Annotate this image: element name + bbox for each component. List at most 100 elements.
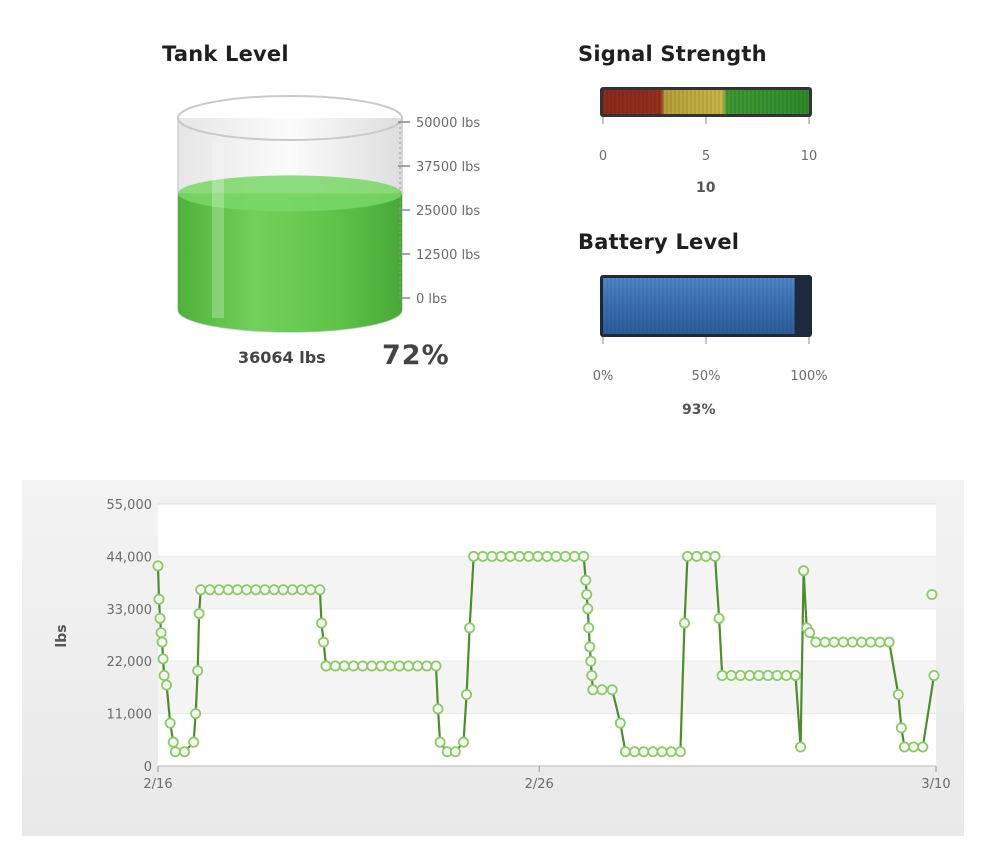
data-point: [584, 641, 596, 653]
data-point: [585, 655, 597, 667]
y-axis-label: lbs: [54, 624, 70, 647]
data-point: [432, 703, 444, 715]
grid-lines: [158, 503, 936, 767]
tank-amount: 36064 lbs: [238, 348, 326, 367]
x-axis: 2/16 2/26 3/10: [143, 766, 951, 792]
data-point: [504, 550, 516, 562]
data-point: [583, 622, 595, 634]
data-point: [744, 669, 756, 681]
data-point: [892, 689, 904, 701]
data-point: [638, 746, 650, 758]
data-point: [532, 550, 544, 562]
y-tick-label: 55,000: [107, 498, 153, 513]
data-point: [523, 550, 535, 562]
data-point: [231, 584, 243, 596]
data-point: [810, 636, 822, 648]
data-point: [314, 584, 326, 596]
data-point: [771, 669, 783, 681]
y-tick-label: 33,000: [107, 603, 153, 618]
history-chart: 0 11,000 22,000 33,000 44,000 55,000 2/16 2/26…: [54, 498, 951, 792]
data-point: [580, 574, 592, 586]
data-point: [241, 584, 253, 596]
data-point: [581, 589, 593, 601]
y-tick-label: 44,000: [107, 550, 153, 565]
data-point: [296, 584, 308, 596]
data-point: [268, 584, 280, 596]
data-point: [457, 736, 469, 748]
data-point: [762, 669, 774, 681]
data-point: [828, 636, 840, 648]
data-point: [856, 636, 868, 648]
tank-scale-label: 37500 lbs: [416, 160, 480, 175]
data-point: [713, 612, 725, 624]
data-point: [725, 669, 737, 681]
data-point: [259, 584, 271, 596]
data-point: [164, 717, 176, 729]
data-point: [898, 741, 910, 753]
x-tick-label: 3/10: [921, 777, 950, 792]
y-tick-label: 0: [144, 760, 152, 775]
y-tick-label: 11,000: [107, 708, 153, 723]
data-point: [656, 746, 668, 758]
signal-scale-label: 0: [599, 149, 607, 164]
data-point: [305, 584, 317, 596]
tank-liquid-surface: [178, 175, 402, 212]
data-point: [338, 660, 350, 672]
data-point: [883, 636, 895, 648]
data-point: [596, 684, 608, 696]
battery-bar-stripes: [602, 278, 792, 334]
data-point: [153, 593, 165, 605]
tank-liquid: [178, 193, 402, 332]
data-point: [366, 660, 378, 672]
data-point: [286, 584, 298, 596]
data-point: [846, 636, 858, 648]
data-point: [874, 636, 886, 648]
data-point: [412, 660, 424, 672]
data-point: [468, 550, 480, 562]
signal-bar-stripes: [602, 90, 808, 114]
x-tick-label: 2/16: [143, 777, 172, 792]
data-point: [449, 746, 461, 758]
tank-percent: 72%: [382, 340, 450, 371]
tank-gauge: 50000 lbs 37500 lbs 25000 lbs 12500 lbs 0 lb…: [177, 95, 480, 333]
battery-bar-fill: [603, 278, 795, 334]
data-point: [908, 741, 920, 753]
data-point: [753, 669, 765, 681]
data-point: [619, 746, 631, 758]
data-point: [188, 736, 200, 748]
data-point: [691, 550, 703, 562]
data-point: [606, 684, 618, 696]
data-point: [158, 669, 170, 681]
signal-bar-fill: [603, 90, 809, 114]
data-point: [384, 660, 396, 672]
data-point: [193, 608, 205, 620]
data-point: [587, 684, 599, 696]
data-point: [195, 584, 207, 596]
data-point: [550, 550, 562, 562]
battery-scale-label: 0%: [593, 369, 614, 382]
data-point: [895, 722, 907, 734]
tank-scale: 50000 lbs 37500 lbs 25000 lbs 12500 lbs 0 lb…: [398, 116, 480, 307]
data-point: [434, 736, 446, 748]
data-point: [514, 550, 526, 562]
data-point: [204, 584, 216, 596]
signal-strength-title: Signal Strength: [578, 42, 767, 66]
data-point: [192, 665, 204, 677]
y-axis: 0 11,000 22,000 33,000 44,000 55,000: [107, 498, 153, 775]
tank-scale-label: 12500 lbs: [416, 248, 480, 263]
y-tick-label: 22,000: [107, 655, 153, 670]
data-point: [403, 660, 415, 672]
data-point: [329, 660, 341, 672]
data-point: [156, 636, 168, 648]
data-point: [586, 669, 598, 681]
tank-highlight: [212, 143, 224, 318]
data-point: [582, 603, 594, 615]
data-point: [190, 708, 202, 720]
signal-gauge: 0 5 10: [599, 87, 817, 164]
battery-gauge: 0% 50% 100%: [593, 275, 828, 382]
data-point: [169, 746, 181, 758]
history-chart-panel: 0 11,000 22,000 33,000 44,000 55,000 2/16 2/26…: [22, 480, 964, 836]
data-point: [318, 636, 330, 648]
data-point: [421, 660, 433, 672]
